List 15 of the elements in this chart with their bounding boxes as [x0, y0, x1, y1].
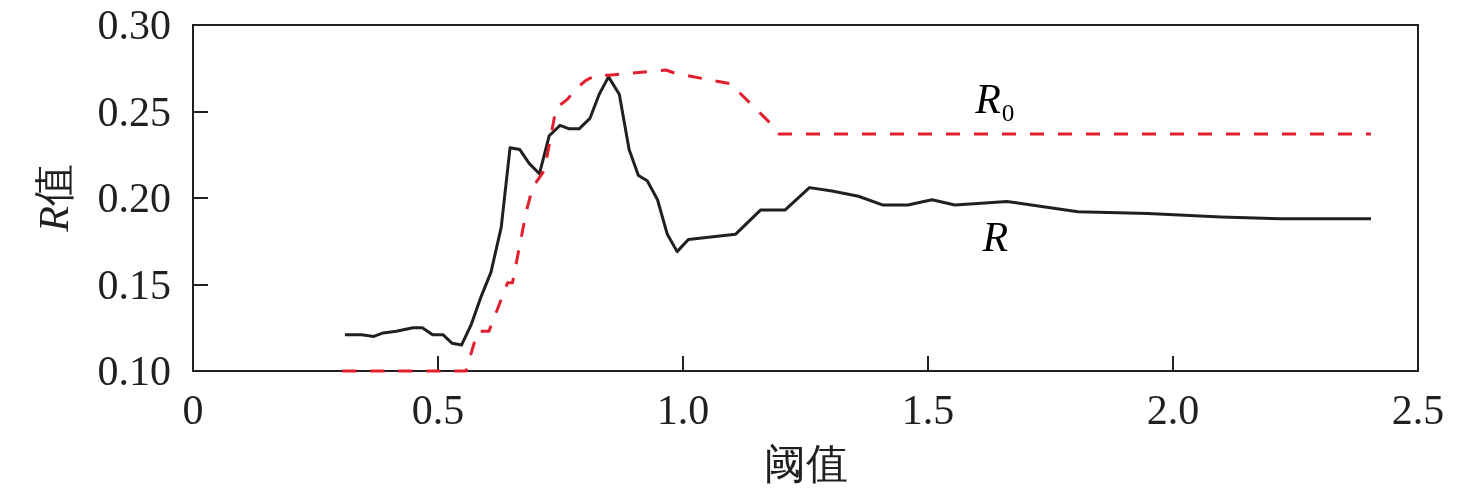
y-tick-label: 0.10 [97, 348, 171, 394]
x-axis-title: 阈值 [763, 441, 848, 487]
x-tick-label: 2.0 [1146, 387, 1200, 433]
x-tick-label: 0 [182, 387, 204, 433]
x-tick-label: 2.5 [1391, 387, 1445, 433]
y-tick-label: 0.20 [97, 175, 171, 221]
y-tick-label: 0.30 [97, 2, 171, 48]
x-tick-label: 1.0 [656, 387, 710, 433]
x-tick-label: 0.5 [411, 387, 465, 433]
y-tick-label: 0.15 [97, 261, 171, 308]
y-axis-title: R值 [31, 164, 77, 233]
y-tick-label: 0.25 [97, 88, 171, 135]
x-tick-label: 1.5 [901, 387, 955, 433]
series-label: R [981, 214, 1009, 261]
series-label: R₀ [974, 75, 1016, 122]
